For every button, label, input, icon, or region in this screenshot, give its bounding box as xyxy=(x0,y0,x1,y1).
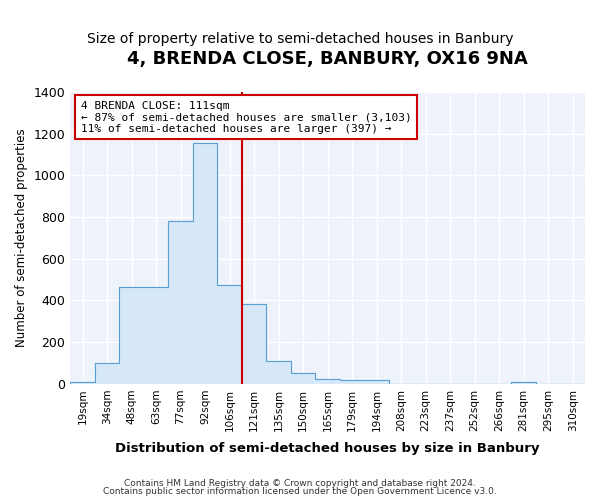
Title: 4, BRENDA CLOSE, BANBURY, OX16 9NA: 4, BRENDA CLOSE, BANBURY, OX16 9NA xyxy=(127,50,528,68)
Text: 4 BRENDA CLOSE: 111sqm
← 87% of semi-detached houses are smaller (3,103)
11% of : 4 BRENDA CLOSE: 111sqm ← 87% of semi-det… xyxy=(80,100,412,134)
Text: Size of property relative to semi-detached houses in Banbury: Size of property relative to semi-detach… xyxy=(87,32,513,46)
Polygon shape xyxy=(70,143,585,384)
Text: Contains HM Land Registry data © Crown copyright and database right 2024.: Contains HM Land Registry data © Crown c… xyxy=(124,478,476,488)
Y-axis label: Number of semi-detached properties: Number of semi-detached properties xyxy=(15,128,28,347)
Text: Contains public sector information licensed under the Open Government Licence v3: Contains public sector information licen… xyxy=(103,487,497,496)
X-axis label: Distribution of semi-detached houses by size in Banbury: Distribution of semi-detached houses by … xyxy=(115,442,540,455)
